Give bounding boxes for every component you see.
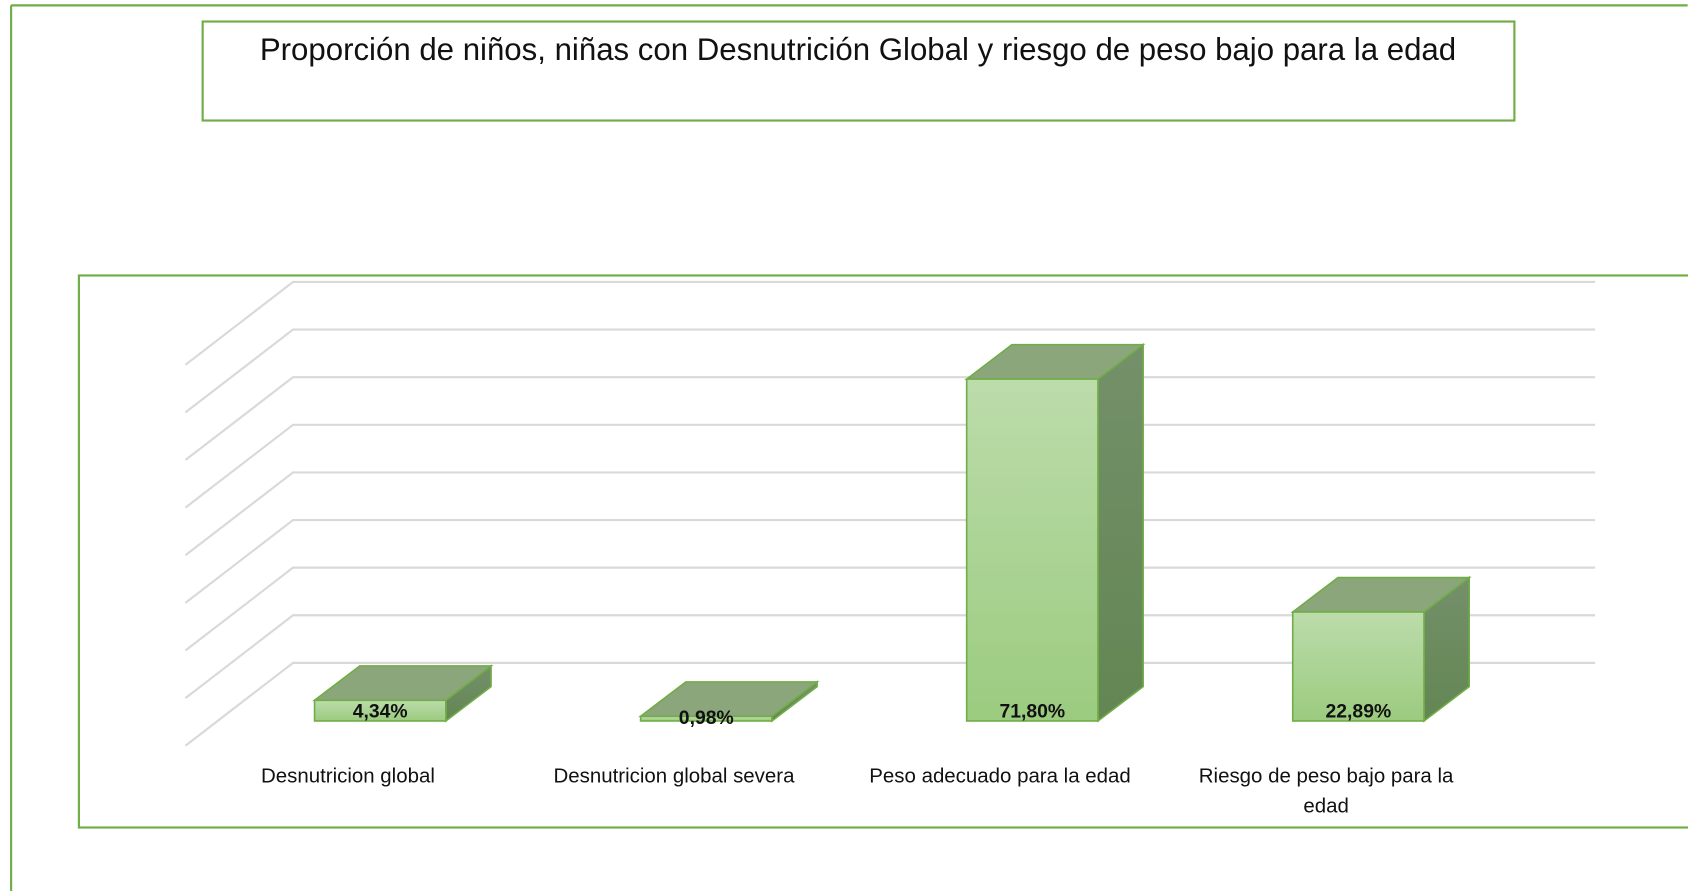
grid-line <box>184 328 1596 414</box>
bar-front <box>639 715 773 722</box>
data-label: 22,89% <box>1326 700 1392 722</box>
grid-line <box>184 614 1596 699</box>
x-tick-label: Desnutricion global <box>260 765 435 788</box>
x-tick-label: Peso adecuado para la edad <box>869 765 1131 788</box>
category-label: Riesgo de peso bajo para la edad <box>1198 765 1454 818</box>
bar <box>638 680 820 723</box>
bars: 4,34% 0,98% 71,80% 22,89% <box>312 343 1472 729</box>
grid-line <box>184 376 1596 461</box>
bar-side <box>1097 343 1144 723</box>
grid-line <box>184 471 1596 557</box>
grid-line <box>184 661 1596 747</box>
title-box <box>201 20 1516 122</box>
data-label: 4,34% <box>353 700 408 722</box>
bar <box>312 664 494 723</box>
bar-front <box>965 378 1099 722</box>
grid-line <box>184 280 1596 366</box>
x-tick-label: Desnutricion global severa <box>553 765 795 788</box>
chart-title: Proporción de niños, niñas con Desnutric… <box>260 32 1456 67</box>
data-label: 0,98% <box>679 707 734 729</box>
x-tick-label: Riesgo de peso bajo para la edad <box>1198 765 1454 818</box>
grid-line <box>184 518 1596 604</box>
bar <box>1290 575 1472 723</box>
category-label: Desnutricion global severa <box>553 765 795 788</box>
data-label: 71,80% <box>999 700 1065 722</box>
plot-box <box>77 274 1688 829</box>
grid-line <box>184 566 1596 652</box>
grid-line <box>184 423 1596 509</box>
category-label: Desnutricion global <box>260 765 435 788</box>
grid <box>184 280 1596 747</box>
category-label: Peso adecuado para la edad <box>869 765 1131 788</box>
bar <box>964 343 1146 723</box>
bar-front <box>313 699 447 722</box>
bar-front <box>1291 611 1425 722</box>
